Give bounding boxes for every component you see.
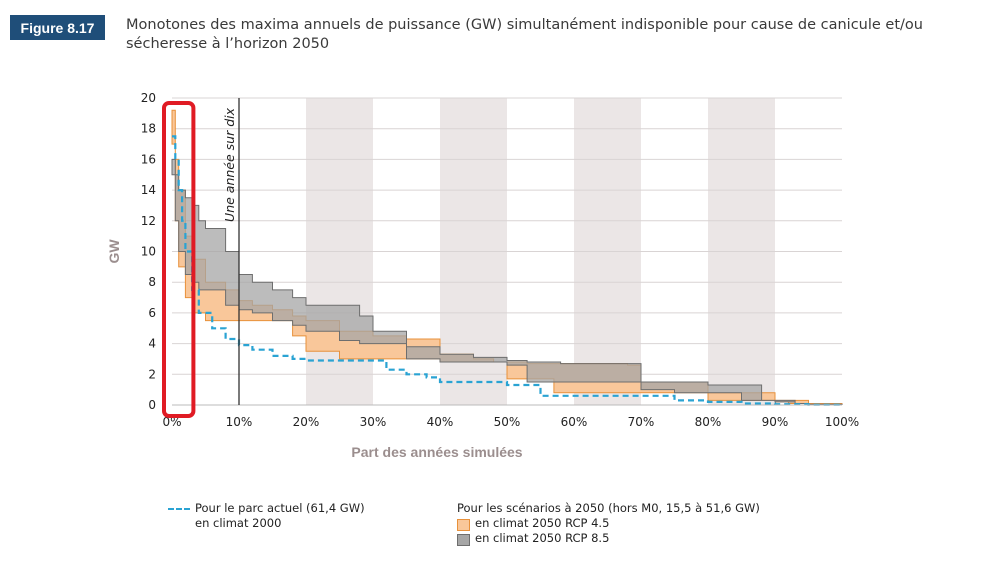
y-tick-label: 8 (148, 275, 156, 289)
legend-scenarios-title: Pour les scénarios à 2050 (hors M0, 15,5… (457, 501, 760, 515)
axes: 0 2 4 6 8 10 12 14 16 18 20 0% 10% 20% 30% 40% 50% 60% 70%… (141, 91, 859, 429)
y-tick-label: 20 (141, 91, 156, 105)
y-axis-label: GW (106, 239, 122, 264)
legend-rcp85: en climat 2050 RCP 8.5 (475, 531, 610, 545)
y-tick-label: 18 (141, 122, 156, 136)
rcp45-swatch (457, 519, 470, 531)
legend-scenarios: Pour les scénarios à 2050 (hors M0, 15,5… (457, 501, 760, 546)
x-tick-label: 70% (628, 415, 655, 429)
y-tick-label: 6 (148, 306, 156, 320)
x-tick-label: 80% (695, 415, 722, 429)
legend-rcp45: en climat 2050 RCP 4.5 (475, 516, 610, 530)
y-tick-label: 10 (141, 245, 156, 259)
y-tick-label: 2 (148, 367, 156, 381)
legend-current: Pour le parc actuel (61,4 GW) en climat … (168, 501, 365, 531)
y-tick-label: 4 (148, 337, 156, 351)
legend-current-line1: Pour le parc actuel (61,4 GW) (195, 501, 365, 515)
rcp85-swatch (457, 534, 470, 546)
legend-current-line2: en climat 2000 (195, 516, 282, 530)
y-tick-label: 14 (141, 183, 156, 197)
figure-title: Monotones des maxima annuels de puissanc… (126, 17, 923, 52)
one-in-ten-label: Une année sur dix (222, 107, 237, 222)
y-tick-label: 12 (141, 214, 156, 228)
gridlines (172, 97, 842, 375)
x-tick-label: 30% (360, 415, 387, 429)
x-tick-label: 100% (825, 415, 859, 429)
y-tick-label: 16 (141, 152, 156, 166)
x-tick-label: 0% (162, 415, 181, 429)
dashed-line-swatch (168, 508, 190, 510)
x-tick-label: 90% (762, 415, 789, 429)
y-tick-label: 0 (148, 398, 156, 412)
figure-badge: Figure 8.17 (10, 15, 105, 40)
x-tick-label: 40% (427, 415, 454, 429)
x-tick-label: 20% (293, 415, 320, 429)
highlight-box (162, 101, 196, 418)
x-tick-label: 60% (561, 415, 588, 429)
x-tick-label: 10% (226, 415, 253, 429)
x-tick-label: 50% (494, 415, 521, 429)
x-axis-label: Part des années simulées (351, 444, 522, 460)
